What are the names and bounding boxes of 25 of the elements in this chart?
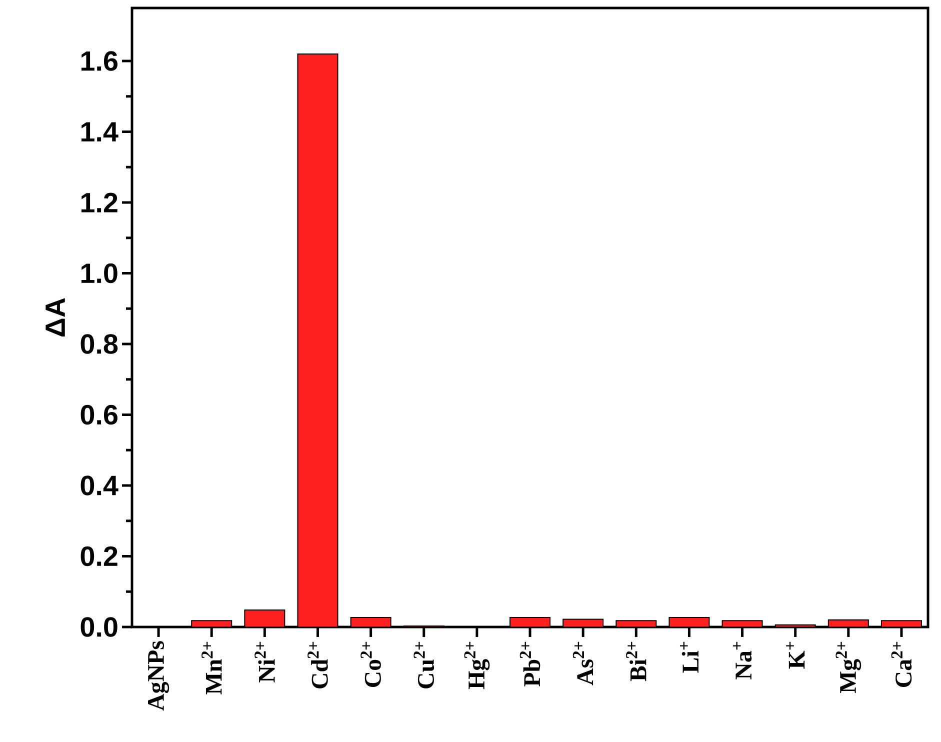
- y-axis-title: ΔA: [46, 298, 65, 336]
- x-tick-label: As$^{2+}$: [572, 642, 594, 686]
- x-tick-label: AgNPs: [148, 641, 170, 711]
- x-tick-label: Na$^{+}$: [732, 642, 752, 680]
- x-tick-label: Li$^{+}$: [680, 642, 698, 673]
- x-tick-label: Pb$^{2+}$: [520, 642, 540, 686]
- x-tick-label: Mn$^{2+}$: [202, 642, 222, 694]
- y-tick-label: 0.4: [80, 476, 118, 496]
- y-tick-label: 0.2: [80, 546, 118, 566]
- y-tick-label: 0.6: [80, 404, 118, 425]
- x-tick-label: Ca$^{2+}$: [891, 642, 912, 687]
- x-tick-label: Cd$^{2+}$: [308, 642, 328, 688]
- y-tick-label: 0.8: [80, 334, 118, 354]
- y-tick-label: 1.0: [81, 263, 118, 284]
- y-tick-label: 1.6: [81, 51, 118, 71]
- y-tick-label: 0.0: [80, 617, 118, 637]
- x-tick-label: Bi$^{2+}$: [626, 642, 646, 682]
- x-tick-label: Co$^{2+}$: [360, 642, 381, 687]
- x-tick-label: Mg$^{2+}$: [836, 642, 862, 694]
- x-tick-label: K$^{+}$: [786, 642, 805, 669]
- x-tick-label: Ni$^{2+}$: [254, 642, 275, 682]
- y-tick-label: 1.4: [81, 122, 118, 142]
- y-tick-label: 1.2: [81, 192, 118, 212]
- x-tick-label: Cu$^{2+}$: [414, 642, 434, 688]
- x-tick-label: Hg$^{2+}$: [464, 642, 490, 690]
